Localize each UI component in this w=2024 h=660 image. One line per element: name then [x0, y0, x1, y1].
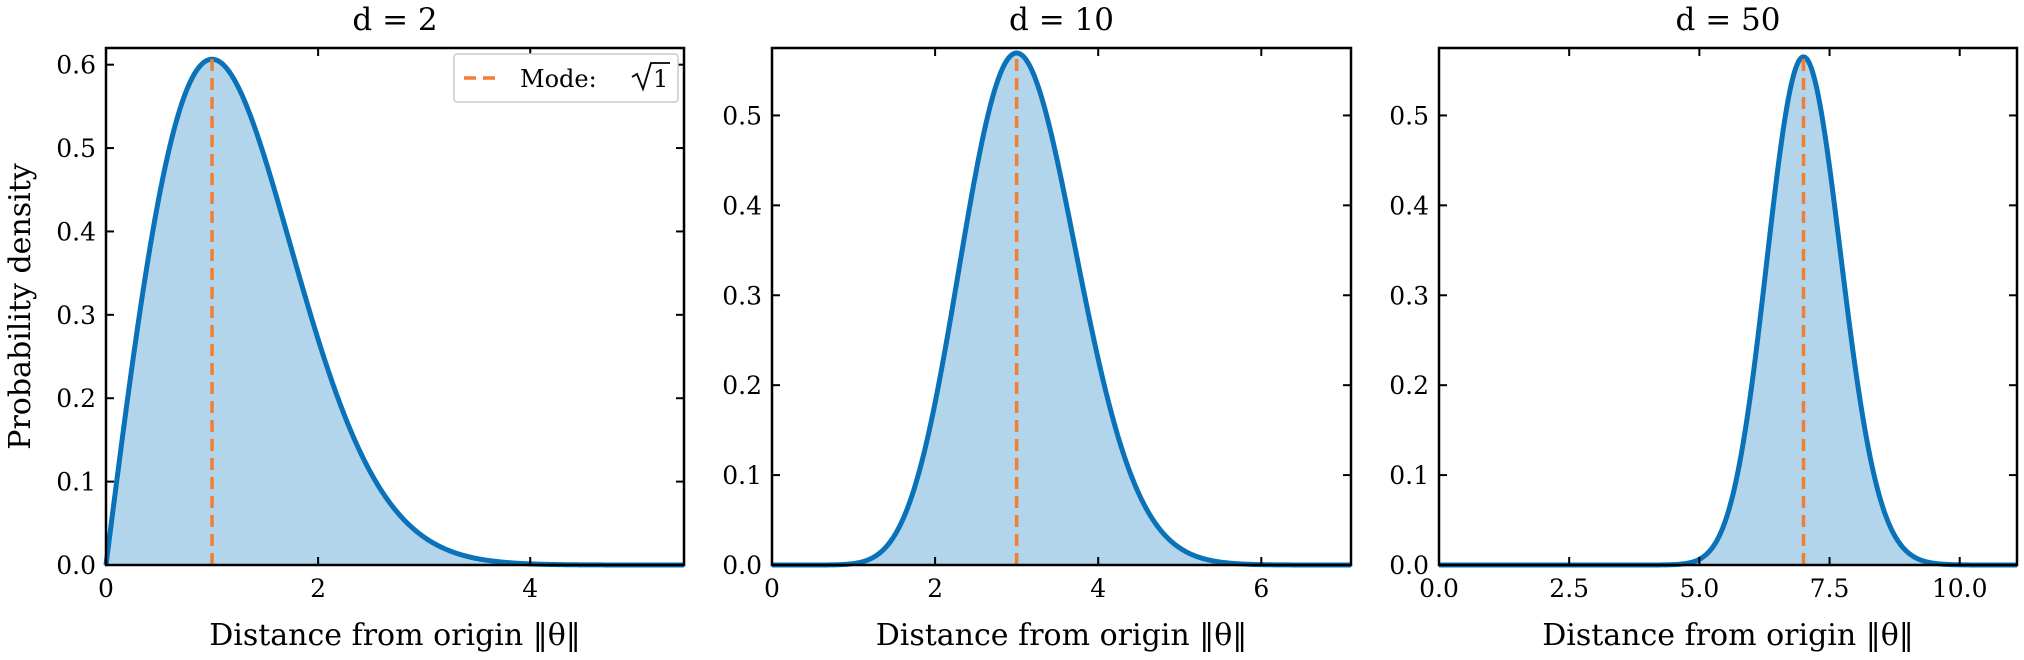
x-axis-label: Distance from origin ‖θ‖ — [876, 618, 1248, 653]
x-tick-label: 0 — [98, 574, 114, 603]
y-tick-label: 0.4 — [1389, 191, 1429, 220]
y-tick-label: 0.2 — [1389, 371, 1429, 400]
sqrt-symbol — [631, 62, 670, 92]
y-axis-label: Probability density — [3, 163, 38, 450]
x-tick-label: 4 — [1090, 574, 1106, 603]
y-tick-label: 0.4 — [722, 191, 762, 220]
density-fill-area — [106, 59, 684, 566]
y-tick-label: 0.0 — [56, 551, 96, 580]
density-fill-area — [1439, 56, 2017, 565]
y-tick-label: 0.3 — [722, 281, 762, 310]
subplot-title: d = 50 — [1676, 2, 1781, 38]
x-tick-label: 5.0 — [1679, 574, 1719, 603]
y-tick-label: 0.1 — [56, 468, 96, 497]
y-tick-label: 0.4 — [56, 217, 96, 246]
subplot-title: d = 10 — [1009, 2, 1114, 38]
x-tick-label: 4 — [522, 574, 538, 603]
legend-mode-value: 1 — [653, 65, 668, 93]
x-tick-label: 2.5 — [1549, 574, 1589, 603]
density-fill-area — [772, 53, 1351, 566]
x-tick-label: 6 — [1253, 574, 1269, 603]
y-tick-label: 0.2 — [722, 371, 762, 400]
x-tick-label: 2 — [927, 574, 943, 603]
legend-label: Mode: — [520, 65, 597, 93]
y-tick-label: 0.6 — [56, 51, 96, 80]
legend-box — [453, 53, 679, 103]
y-tick-label: 0.1 — [722, 461, 762, 490]
density-curve — [1437, 54, 2019, 568]
x-tick-label: 0.0 — [1419, 574, 1459, 603]
subplot-1: 0 2 4 0.0 0.1 0.2 0.3 0.4 0.5 0.6 d = 2 Distance fr… — [3, 2, 686, 653]
y-tick-label: 0.3 — [56, 301, 96, 330]
y-tick-label: 0.0 — [722, 551, 762, 580]
y-tick-label: 0.5 — [1389, 101, 1429, 130]
y-tick-label: 0.5 — [56, 134, 96, 163]
subplot-3: 0.0 2.5 5.0 7.5 10.0 0.0 0.1 0.2 0.3 0.4 0.5 d = 50… — [1389, 2, 2019, 653]
x-tick-label: 10.0 — [1932, 574, 1988, 603]
axes-frame — [1437, 46, 2019, 567]
y-tick-label: 0.1 — [1389, 461, 1429, 490]
x-tick-label: 2 — [310, 574, 326, 603]
y-tick-label: 0.3 — [1389, 281, 1429, 310]
x-axis-label: Distance from origin ‖θ‖ — [1542, 618, 1914, 653]
y-tick-label: 0.2 — [56, 384, 96, 413]
x-tick-label: 7.5 — [1810, 574, 1850, 603]
axes-frame — [104, 46, 686, 567]
y-tick-label: 0.5 — [722, 101, 762, 130]
subplot-2: 0 2 4 6 0.0 0.1 0.2 0.3 0.4 0.5 d = 10 Distance fro… — [722, 2, 1353, 653]
subplot-title: d = 2 — [352, 2, 437, 38]
x-axis-label: Distance from origin ‖θ‖ — [209, 618, 581, 653]
y-tick-label: 0.0 — [1389, 551, 1429, 580]
axes-frame — [770, 46, 1353, 567]
legend: Mode: 1 — [453, 53, 679, 103]
x-tick-label: 0 — [764, 574, 780, 603]
